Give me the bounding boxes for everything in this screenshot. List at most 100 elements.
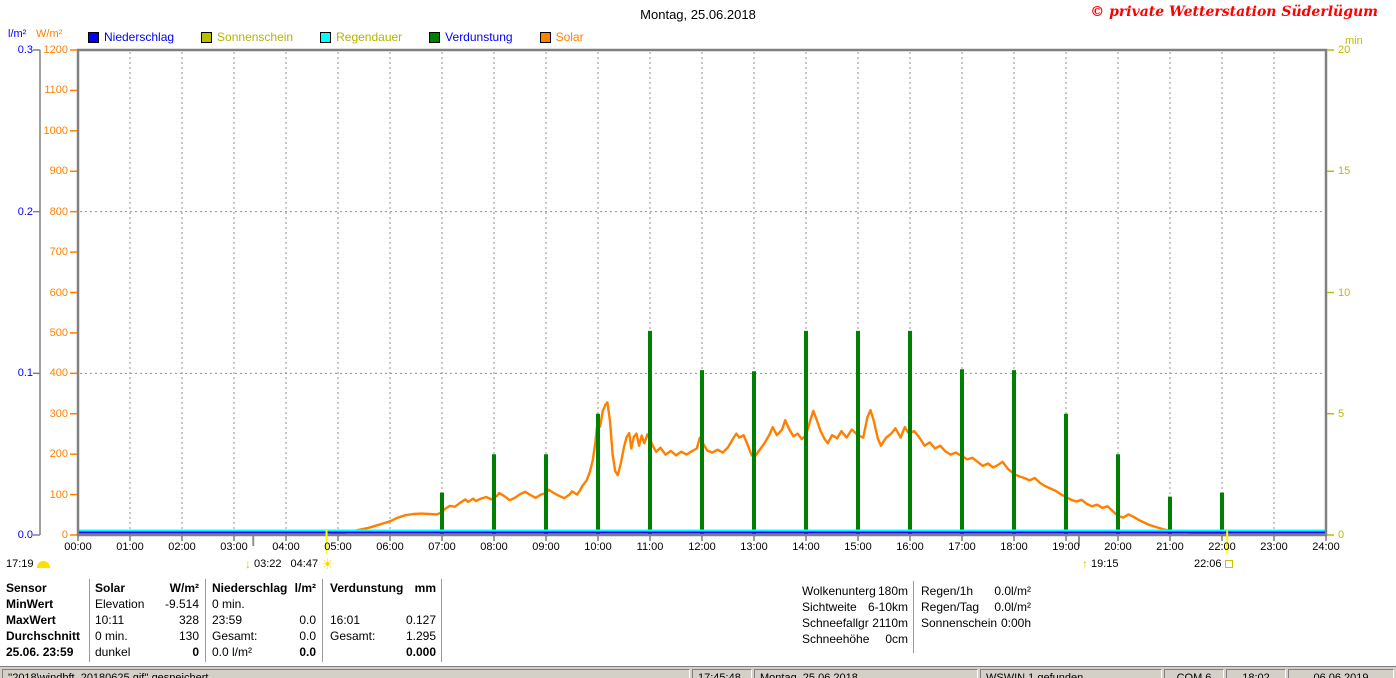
y-tick-minutes: 10 [1338, 286, 1351, 299]
annotation-moonrise: ↑ 19:15 [1082, 557, 1119, 571]
summary-row: Schneefallgr 2110m [802, 615, 908, 631]
sunset-square-icon [1224, 560, 1233, 568]
summary-cell-label: 10:11 [95, 613, 125, 627]
summary-row-label: Sensor [6, 581, 47, 595]
summary-cell-label: Wolkenunterg [802, 584, 876, 598]
chart-title: Montag, 25.06.2018 [640, 7, 756, 22]
y-tick-power: 600 [49, 286, 68, 299]
x-tick-label: 03:00 [220, 541, 248, 553]
y-tick-power: 1000 [43, 124, 68, 137]
summary-header: Verdunstung [330, 581, 404, 595]
summary-cell-label: Schneehöhe [802, 632, 870, 646]
y-tick-power: 900 [49, 165, 68, 178]
summary-cell-label: Regen/1h [921, 584, 974, 598]
y-tick-power: 500 [49, 326, 68, 339]
summary-row: 0 min. [212, 596, 316, 612]
summary-row: Regen/1h 0.0l/m² [921, 583, 1031, 599]
status-segment-6: 06.06.2019 [1288, 669, 1394, 678]
axis-unit-wm2: W/m² [36, 28, 63, 40]
x-tick-label: 09:00 [532, 541, 560, 553]
summary-row-label: 25.06. 23:59 [6, 645, 74, 659]
y-tick-power: 100 [49, 488, 68, 501]
summary-cell-label: Gesamt: [330, 629, 376, 643]
summary-cell-label: Regen/Tag [921, 600, 980, 614]
summary-cell-value: -9.514 [164, 597, 199, 611]
x-tick-label: 04:00 [272, 541, 300, 553]
summary-row-labels: Sensor MinWert MaxWert Durchschnitt 25.06. 2… [6, 580, 86, 660]
summary-cell-value: 0:00h [1000, 616, 1031, 630]
summary-row: Sichtweite 6-10km [802, 599, 908, 615]
summary-header: Niederschlag [212, 581, 288, 595]
x-tick-label: 11:00 [636, 541, 664, 553]
axis-unit-min: min [1345, 35, 1363, 47]
legend-item-solar: Solar [539, 30, 584, 44]
summary-unit: W/m² [169, 581, 199, 595]
status-segment-2: Montag, 25.06.2018 [754, 669, 978, 678]
y-tick-power: 700 [49, 246, 68, 259]
summary-cell-value: 1.295 [405, 629, 436, 643]
table-separator [913, 581, 914, 653]
y-tick-precip: 0.0 [17, 529, 33, 541]
x-tick-label: 17:00 [948, 541, 976, 553]
legend-item-verdunstung: Verdunstung [429, 30, 513, 44]
legend-swatch [429, 31, 441, 43]
x-tick-label: 05:00 [324, 541, 352, 553]
moon-time-label: 17:19 [6, 558, 34, 570]
copyright-text: © private Wetterstation Süderlügum [1090, 4, 1378, 20]
summary-col-niederschlag: Niederschlag l/m² 0 min. 23:59 0.0 Gesamt: 0.0… [212, 580, 316, 660]
arrow-down-time-label: 03:22 [254, 558, 282, 570]
summary-cell-label: 0 min. [212, 597, 245, 611]
legend-label: Niederschlag [104, 30, 175, 44]
y-tick-power: 200 [49, 448, 68, 461]
y-tick-minutes: 5 [1338, 407, 1345, 420]
summary-cell-label: 16:01 [330, 613, 361, 627]
summary-row: Regen/Tag 0.0l/m² [921, 599, 1031, 615]
x-tick-label: 13:00 [740, 541, 768, 553]
y-tick-minutes: 0 [1338, 529, 1345, 541]
summary-row: Gesamt: 0.0 [212, 628, 316, 644]
summary-cell-value: 0.0 [299, 629, 316, 643]
summary-cell-value: 6-10km [867, 600, 908, 614]
legend-label: Regendauer [336, 30, 403, 44]
y-tick-minutes: 15 [1338, 165, 1351, 178]
summary-cell-value: 0.127 [405, 613, 436, 627]
summary-row-label: MaxWert [6, 613, 56, 627]
summary-row: 0.0 l/m² 0.0 [212, 644, 316, 660]
summary-row: 10:11 328 [95, 612, 199, 628]
sunset-time-label: 22:06 [1194, 558, 1222, 570]
x-tick-label: 22:00 [1208, 541, 1236, 553]
summary-row: Gesamt: 1.295 [330, 628, 436, 644]
arrow-up-time-label: 19:15 [1091, 558, 1119, 570]
table-separator [205, 579, 206, 662]
y-tick-precip: 0.2 [17, 205, 33, 218]
summary-cell-value: 2110m [872, 616, 908, 630]
summary-row: Elevation -9.514 [95, 596, 199, 612]
sun-icon: ☀ [321, 556, 334, 572]
axis-unit-lm2: l/m² [8, 28, 27, 40]
annotation-moon: 17:19 [6, 557, 50, 571]
summary-row: 16:01 0.127 [330, 612, 436, 628]
x-tick-label: 02:00 [168, 541, 196, 553]
arrow-up-icon: ↑ [1082, 557, 1088, 571]
summary-row [330, 596, 436, 612]
y-tick-power: 0 [61, 529, 68, 541]
summary-col-rain: Regen/1h 0.0l/m² Regen/Tag 0.0l/m² Sonnensch… [921, 583, 1031, 631]
summary-row: Wolkenunterg 180m [802, 583, 908, 599]
summary-cell-value: 0.0l/m² [994, 584, 1031, 598]
summary-header: Solar [95, 581, 126, 595]
status-segment-4: COM 6 [1164, 669, 1224, 678]
status-segment-3: WSWIN 1 gefunden [980, 669, 1162, 678]
legend-label: Sonnenschein [217, 30, 294, 44]
summary-cell-value: 0 [192, 645, 199, 659]
summary-col-solar: Solar W/m² Elevation -9.514 10:11 328 0 min. 13… [95, 580, 199, 660]
x-tick-label: 01:00 [116, 541, 144, 553]
status-segment-1: 17:45:48 [692, 669, 752, 678]
summary-cell-label: dunkel [95, 645, 131, 659]
table-separator [89, 579, 90, 662]
chart-legend: Niederschlag Sonnenschein Regendauer Verdun… [88, 30, 584, 44]
x-tick-label: 23:00 [1260, 541, 1288, 553]
summary-row-label: Durchschnitt [6, 629, 81, 643]
legend-swatch [88, 31, 99, 43]
summary-cell-label: Sichtweite [802, 600, 857, 614]
summary-unit: mm [414, 581, 436, 595]
